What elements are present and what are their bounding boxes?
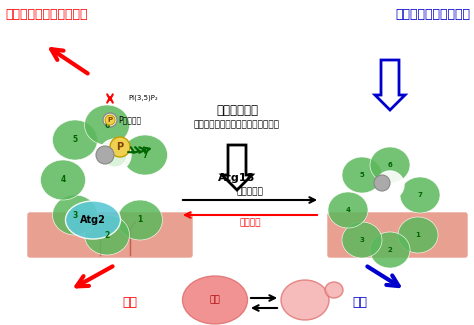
- Circle shape: [110, 137, 130, 157]
- Text: 1: 1: [416, 232, 420, 238]
- Ellipse shape: [370, 147, 410, 183]
- Text: 2: 2: [104, 230, 109, 240]
- Text: 6: 6: [388, 162, 392, 168]
- Text: 4: 4: [346, 207, 350, 213]
- Ellipse shape: [281, 280, 329, 320]
- Ellipse shape: [182, 276, 247, 324]
- Circle shape: [105, 115, 115, 125]
- Ellipse shape: [325, 282, 343, 298]
- Ellipse shape: [40, 160, 85, 200]
- Circle shape: [96, 146, 114, 164]
- Text: オートファジーの抑制: オートファジーの抑制: [395, 8, 470, 21]
- Ellipse shape: [370, 232, 410, 268]
- Text: P: P: [108, 117, 112, 123]
- Ellipse shape: [342, 157, 382, 193]
- Ellipse shape: [53, 120, 98, 160]
- Circle shape: [99, 139, 131, 171]
- FancyBboxPatch shape: [328, 213, 467, 257]
- Text: Pリン酸基: Pリン酸基: [118, 115, 141, 124]
- Text: Atg2: Atg2: [80, 215, 106, 225]
- Text: 分裂: 分裂: [353, 296, 367, 309]
- Text: 脱リン酸化: 脱リン酸化: [237, 188, 264, 197]
- Ellipse shape: [118, 200, 163, 240]
- Text: PI(3,5)P₂: PI(3,5)P₂: [128, 95, 158, 101]
- Ellipse shape: [342, 222, 382, 258]
- Text: リン酸化: リン酸化: [239, 218, 261, 227]
- Ellipse shape: [65, 201, 120, 239]
- Ellipse shape: [84, 215, 129, 255]
- Text: 3: 3: [360, 237, 365, 243]
- Circle shape: [376, 171, 404, 199]
- Ellipse shape: [84, 105, 129, 145]
- Text: 5: 5: [360, 172, 365, 178]
- Ellipse shape: [53, 195, 98, 235]
- Text: 5: 5: [73, 136, 78, 145]
- Text: P: P: [117, 142, 124, 152]
- Text: 6: 6: [104, 121, 109, 129]
- Ellipse shape: [122, 135, 167, 175]
- Ellipse shape: [328, 192, 368, 228]
- Circle shape: [103, 143, 127, 167]
- FancyArrow shape: [375, 60, 405, 110]
- Circle shape: [103, 113, 117, 127]
- Text: 融合: 融合: [122, 296, 137, 309]
- Text: 3: 3: [73, 211, 78, 219]
- Text: 7: 7: [142, 150, 148, 160]
- Text: 環境ストレス: 環境ストレス: [216, 103, 258, 116]
- Text: オートファジーの活性化: オートファジーの活性化: [5, 8, 88, 21]
- Text: 4: 4: [60, 176, 65, 185]
- Text: 7: 7: [418, 192, 422, 198]
- FancyBboxPatch shape: [28, 213, 192, 257]
- Text: 液胞: 液胞: [210, 295, 220, 305]
- Ellipse shape: [398, 217, 438, 253]
- Text: 2: 2: [388, 247, 392, 253]
- FancyArrow shape: [222, 145, 252, 190]
- Circle shape: [374, 175, 390, 191]
- Text: 1: 1: [137, 215, 143, 225]
- Text: （栄養源・浸透圧・酸化ストレス）: （栄養源・浸透圧・酸化ストレス）: [194, 121, 280, 129]
- Text: Atg18: Atg18: [219, 173, 255, 183]
- Ellipse shape: [400, 177, 440, 213]
